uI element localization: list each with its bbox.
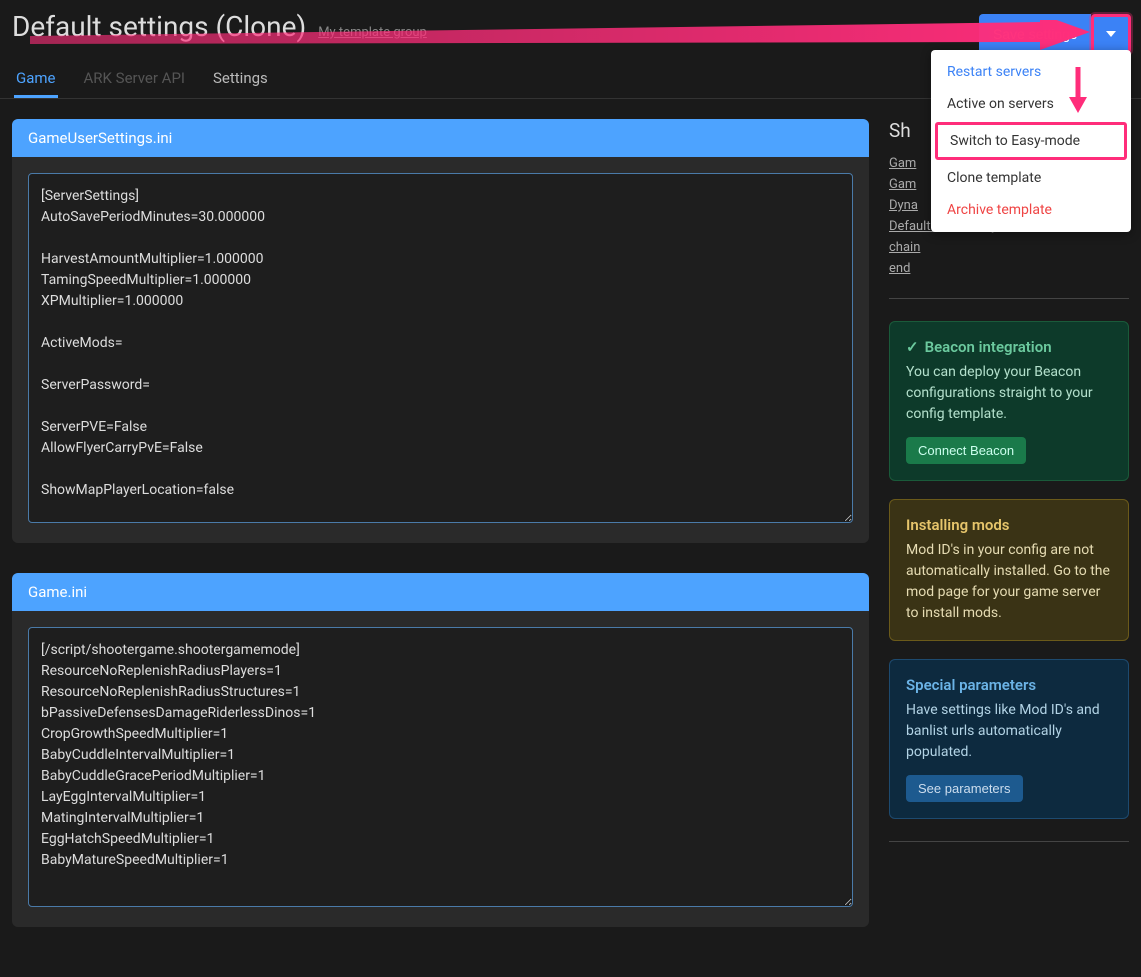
- save-settings-button[interactable]: Save settings: [979, 14, 1091, 54]
- save-dropdown-toggle[interactable]: [1091, 14, 1131, 54]
- dropdown-item[interactable]: Archive template: [931, 194, 1131, 226]
- card-text: Mod ID's in your config are not automati…: [906, 540, 1112, 624]
- actions-dropdown: Restart serversActive on serversSwitch t…: [931, 50, 1131, 232]
- panel-header: GameUserSettings.ini: [12, 119, 869, 157]
- dropdown-item[interactable]: Restart servers: [931, 56, 1131, 88]
- connect-beacon-button[interactable]: Connect Beacon: [906, 437, 1026, 464]
- dropdown-item[interactable]: Clone template: [931, 162, 1131, 194]
- template-group-link[interactable]: My template group: [318, 25, 427, 40]
- page-title: Default settings (Clone): [12, 10, 306, 43]
- gameusersettings-textarea[interactable]: [28, 173, 853, 523]
- beacon-card: Beacon integration You can deploy your B…: [889, 321, 1129, 481]
- card-text: You can deploy your Beacon configuration…: [906, 362, 1112, 425]
- check-icon: [906, 338, 919, 356]
- chevron-down-icon: [1106, 31, 1116, 37]
- params-card: Special parameters Have settings like Mo…: [889, 659, 1129, 819]
- divider: [889, 841, 1129, 842]
- card-title: Beacon integration: [925, 338, 1052, 356]
- card-title: Special parameters: [906, 676, 1112, 694]
- shortcut-link[interactable]: end: [889, 261, 1129, 276]
- card-title: Installing mods: [906, 516, 1112, 534]
- shortcut-link[interactable]: chain: [889, 240, 1129, 255]
- see-parameters-button[interactable]: See parameters: [906, 775, 1023, 802]
- tab-settings[interactable]: Settings: [211, 61, 270, 98]
- divider: [889, 298, 1129, 299]
- tab-game[interactable]: Game: [14, 61, 58, 98]
- card-text: Have settings like Mod ID's and banlist …: [906, 700, 1112, 763]
- tab-ark-server-api[interactable]: ARK Server API: [82, 61, 188, 98]
- mods-card: Installing mods Mod ID's in your config …: [889, 499, 1129, 641]
- dropdown-item[interactable]: Switch to Easy-mode: [935, 122, 1127, 160]
- panel-header: Game.ini: [12, 573, 869, 611]
- gameini-textarea[interactable]: [28, 627, 853, 907]
- gameini-panel: Game.ini: [12, 573, 869, 927]
- dropdown-item[interactable]: Active on servers: [931, 88, 1131, 120]
- gameusersettings-panel: GameUserSettings.ini: [12, 119, 869, 543]
